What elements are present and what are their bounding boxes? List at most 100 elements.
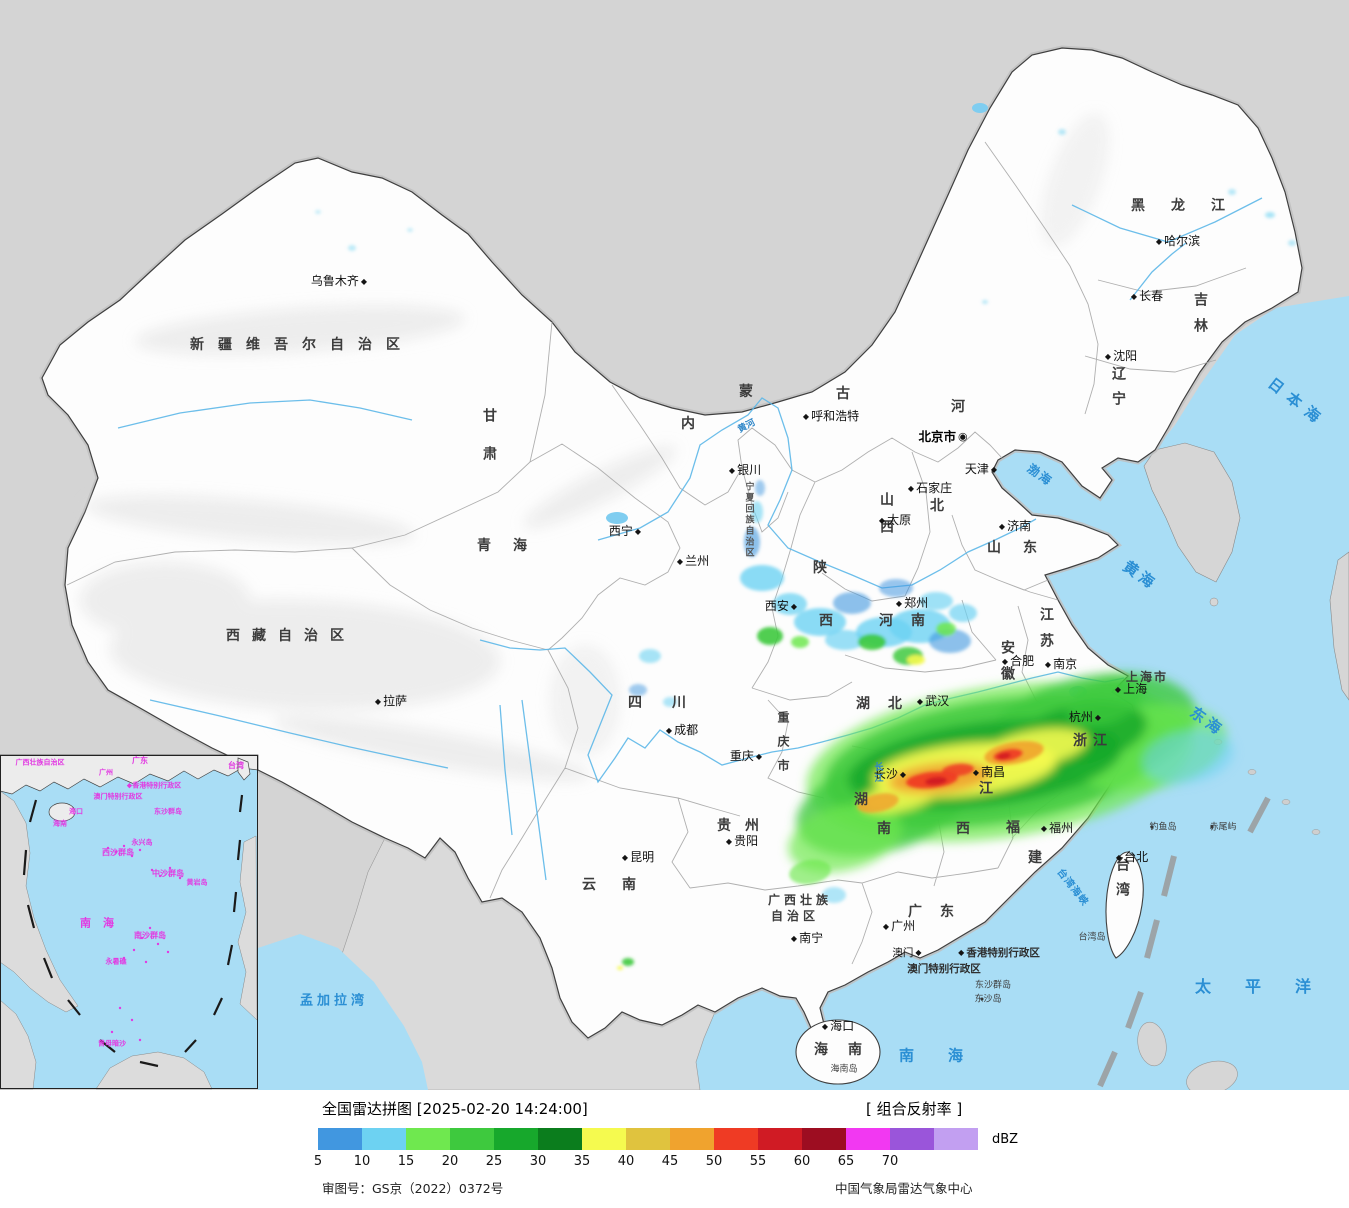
colorbar-segment <box>758 1128 802 1150</box>
colorbar-segment <box>450 1128 494 1150</box>
radar-echo-cell <box>407 228 413 232</box>
rivers <box>117 197 1263 881</box>
unit-label: dBZ <box>992 1132 1019 1147</box>
radar-echo-cell <box>744 527 760 557</box>
radar-echo-cell <box>929 629 971 653</box>
radar-echo-cell <box>1142 730 1234 784</box>
radar-echo-cell <box>907 655 925 665</box>
inset-taiwan <box>237 757 251 781</box>
radar-echo-cell <box>858 634 886 650</box>
license-number: 审图号：GS京（2022）0372号 <box>322 1181 504 1196</box>
colorbar-segment <box>890 1128 934 1150</box>
south-china-sea-inset <box>0 754 259 1090</box>
qinghai-lake <box>606 512 628 524</box>
colorbar-segment <box>362 1128 406 1150</box>
hainan-island <box>795 1019 881 1085</box>
colorbar-segment <box>934 1128 978 1150</box>
radar-echo-cell <box>755 480 765 496</box>
colorbar-tick: 55 <box>749 1154 767 1169</box>
colorbar-segment <box>670 1128 714 1150</box>
radar-echo-cell <box>788 803 902 873</box>
colorbar-tick: 60 <box>793 1154 811 1169</box>
radar-echo-cell <box>791 636 809 648</box>
radar-echo-cell <box>1288 240 1296 246</box>
sea-bay-of-bengal <box>258 934 428 1090</box>
colorbar-tick: 30 <box>529 1154 547 1169</box>
colorbar-tick: 15 <box>397 1154 415 1169</box>
terrain-shading <box>80 113 1109 781</box>
inset-hainan <box>48 802 76 822</box>
radar-echo-cell <box>639 649 661 663</box>
radar-echo-cell <box>822 887 846 903</box>
inset-frame <box>0 755 258 1089</box>
radar-echo-cell <box>315 210 321 214</box>
radar-echo-cell <box>629 684 647 696</box>
colorbar-segment <box>538 1128 582 1150</box>
radar-echo-cell <box>942 763 974 777</box>
product-label: [ 组合反射率 ] <box>866 1100 963 1118</box>
colorbar-segment <box>846 1128 890 1150</box>
colorbar-tick: 10 <box>353 1154 371 1169</box>
radar-echo-layer-sharp <box>315 129 1296 970</box>
maritime-boundary-dashes <box>1097 796 1271 1088</box>
radar-echo-cell <box>617 966 623 970</box>
radar-echo-cell <box>751 501 763 523</box>
inset-china-coast <box>0 754 259 795</box>
colorbar-segment <box>802 1128 846 1150</box>
radar-echo-cell <box>936 622 956 636</box>
radar-echo-cell <box>982 300 988 304</box>
taiwan-island <box>1105 851 1144 959</box>
colorbar-tick: 45 <box>661 1154 679 1169</box>
colorbar-tick: 70 <box>881 1154 899 1169</box>
colorbar-segment <box>318 1128 362 1150</box>
inset-vietnam <box>0 790 79 1013</box>
radar-echo-cell <box>773 593 807 615</box>
legend-panel: 全国雷达拼图 [2025-02-20 14:24:00] [ 组合反射率 ] 5… <box>0 1090 1349 1208</box>
colorbar-tick: 5 <box>313 1154 323 1169</box>
radar-echo-cell <box>740 565 784 591</box>
inset-island-dots <box>106 844 182 1042</box>
basemap-svg <box>0 45 1349 1090</box>
colorbar-tick: 65 <box>837 1154 855 1169</box>
inset-malay <box>0 999 37 1090</box>
colorbar-tick: 50 <box>705 1154 723 1169</box>
philippine-islands <box>1137 1021 1238 1090</box>
radar-echo-cell <box>622 958 634 966</box>
radar-echo-cell <box>1068 675 1144 727</box>
radar-echo-cell <box>348 245 356 251</box>
colorbar-ticks: 5 10 15 20 25 30 35 40 45 50 55 60 65 70 <box>314 1154 1018 1170</box>
colorbar-segment <box>626 1128 670 1150</box>
radar-echo-cell <box>825 630 865 650</box>
radar-echo-cell <box>919 592 953 610</box>
colorbar-tick: 25 <box>485 1154 503 1169</box>
colorbar-segment <box>582 1128 626 1150</box>
jeju-island <box>1209 597 1219 607</box>
radar-echo-cell <box>1228 189 1236 195</box>
radar-echo-cell <box>879 579 913 597</box>
inset-philippines <box>237 835 258 1021</box>
china-radar-map: 新疆维吾尔自治区 西藏自治区 青海 甘肃内蒙古黑龙江 吉林 辽宁河北山西 山东 河南 江苏 安徽陕… <box>0 0 1349 1090</box>
japan-land <box>1329 551 1349 701</box>
colorbar-segment <box>714 1128 758 1150</box>
islets <box>980 825 1214 1001</box>
radar-echo-cell <box>663 697 677 707</box>
radar-echo-cell <box>794 608 846 636</box>
colorbar-tick: 40 <box>617 1154 635 1169</box>
colorbar-tick: 20 <box>441 1154 459 1169</box>
colorbar-tick: 35 <box>573 1154 591 1169</box>
colorbar-segment <box>494 1128 538 1150</box>
colorbar <box>318 1128 978 1150</box>
hulun-lake <box>972 103 988 113</box>
radar-echo-cell <box>757 627 783 645</box>
radar-echo-cell <box>833 592 871 614</box>
radar-echo-cell <box>857 793 899 813</box>
korea-land <box>1143 442 1241 583</box>
radar-echo-cell <box>925 776 947 786</box>
inset-borneo <box>95 1051 213 1090</box>
colorbar-segment <box>406 1128 450 1150</box>
map-title: 全国雷达拼图 [2025-02-20 14:24:00] <box>322 1100 588 1118</box>
radar-echo-cell <box>949 604 977 622</box>
radar-echo-cell <box>997 752 1011 760</box>
data-source: 中国气象局雷达气象中心 <box>835 1181 973 1196</box>
